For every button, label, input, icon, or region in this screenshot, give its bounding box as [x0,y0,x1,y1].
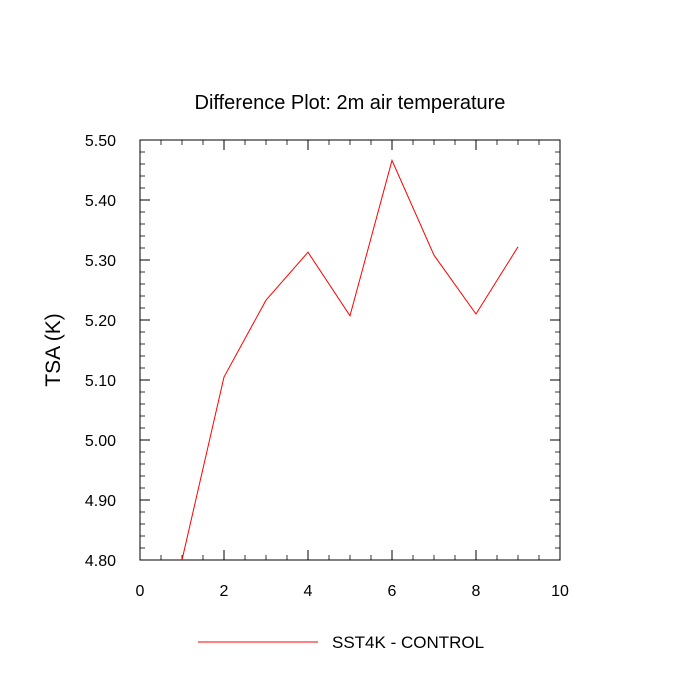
y-tick-label: 5.00 [85,433,116,450]
y-tick-label: 5.50 [85,133,116,150]
x-tick-label: 8 [472,583,481,600]
x-tick-label: 10 [551,583,569,600]
chart-title: Difference Plot: 2m air temperature [195,92,506,114]
x-tick-label: 0 [136,583,145,600]
y-tick-label: 5.10 [85,373,116,390]
y-tick-label: 5.20 [85,313,116,330]
plot-frame [139,139,561,561]
axis-ticks: 0 2 4 6 8 10 4.80 4.90 5.00 5.10 5.20 5.30 5.40 5.50 [85,133,569,600]
x-tick-label: 6 [388,583,397,600]
y-tick-label: 5.30 [85,253,116,270]
legend-label: SST4K - CONTROL [332,633,484,652]
x-tick-label: 2 [220,583,229,600]
x-tick-label: 4 [304,583,313,600]
series-layer [181,158,519,561]
y-tick-label: 4.80 [85,553,116,570]
y-axis-label: TSA (K) [42,313,65,387]
y-tick-label: 4.90 [85,493,116,510]
y-tick-label: 5.40 [85,193,116,210]
series-line [181,158,519,561]
legend: SST4K - CONTROL [198,633,484,652]
